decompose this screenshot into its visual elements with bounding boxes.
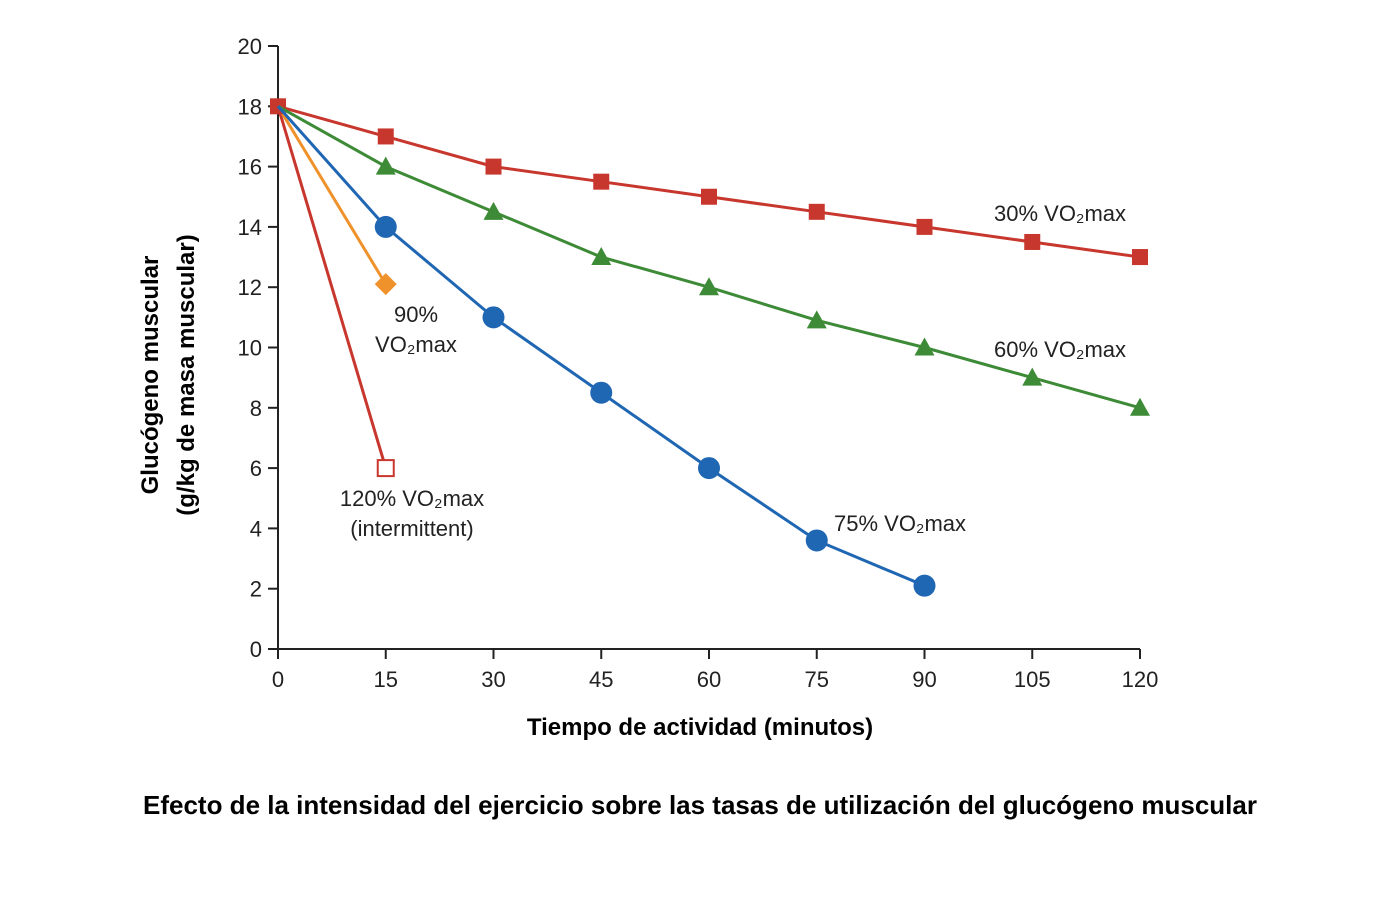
point-s75-1 (374, 215, 397, 238)
point-s60-8 (1130, 397, 1150, 416)
point-s30-3 (593, 173, 610, 190)
series-line-s90 (276, 105, 388, 285)
y-tick-label-8: 16 (238, 155, 262, 180)
series-label-s60-line-0: 60% VO₂max (994, 337, 1126, 362)
y-tick-label-2: 4 (250, 516, 262, 541)
point-s75-6 (913, 574, 936, 597)
point-s60-7 (1022, 367, 1043, 386)
series-s60 (277, 104, 1150, 416)
figure-caption: Efecto de la intensidad del ejercicio so… (143, 790, 1257, 820)
x-tick-label-7: 105 (1014, 667, 1051, 692)
point-s75-3 (590, 381, 613, 404)
series-s30 (270, 98, 1148, 266)
y-tick-label-0: 0 (250, 637, 262, 662)
point-s30-2 (485, 158, 502, 175)
point-s60-3 (591, 247, 612, 266)
y-tick-label-7: 14 (238, 215, 262, 240)
x-tick-label-5: 75 (805, 667, 829, 692)
series-label-s120: 120% VO₂max (intermittent) (340, 486, 484, 541)
point-s60-6 (914, 337, 935, 356)
point-s30-8 (1132, 249, 1148, 266)
point-s60-5 (806, 310, 827, 329)
point-s75-2 (482, 306, 505, 329)
y-axis-title: Glucógeno muscular (g/kg de masa muscula… (137, 234, 200, 515)
y-tick-label-1: 2 (250, 577, 262, 602)
point-s60-1 (375, 156, 396, 175)
chart: 0 2 4 6 8 10 12 14 16 18 20 0 15 30 45 60 75 90 105 120 30%… (137, 34, 1159, 741)
series-label-s30-line-0: 30% VO₂max (994, 201, 1126, 226)
point-s30-5 (808, 203, 825, 220)
y-tick-label-6: 12 (238, 275, 262, 300)
point-s30-4 (701, 188, 717, 205)
y-tick-label-10: 20 (238, 34, 262, 59)
series-label-s90: 90% VO₂max (375, 302, 457, 357)
series-label-s120-line-1: (intermittent) (350, 516, 473, 541)
series-label-s90-line-1: VO₂max (375, 332, 457, 357)
point-s90-1 (374, 273, 397, 296)
y-tick-label-5: 10 (238, 336, 262, 361)
point-s60-4 (699, 277, 719, 296)
series-line-s60 (277, 104, 1141, 410)
series-line-s120 (276, 105, 388, 469)
x-axis-title: Tiempo de actividad (minutos) (527, 714, 873, 741)
series-label-s90-line-0: 90% (394, 302, 438, 327)
series-label-s60: 60% VO₂max (994, 337, 1126, 362)
point-s30-1 (377, 128, 394, 145)
axes: 0 2 4 6 8 10 12 14 16 18 20 0 15 30 45 60 75 90 105 120 (238, 34, 1159, 692)
x-tick-label-1: 15 (374, 667, 398, 692)
y-tick-label-3: 6 (250, 456, 262, 481)
x-tick-label-4: 60 (697, 667, 721, 692)
series-line-s30 (277, 104, 1141, 259)
point-s30-6 (916, 218, 933, 235)
series-label-s75: 75% VO₂max (834, 511, 966, 536)
series-label-s120-line-0: 120% VO₂max (340, 486, 484, 511)
y-tick-label-4: 8 (250, 396, 262, 421)
point-s30-7 (1024, 233, 1041, 250)
series-s75 (276, 105, 936, 597)
x-tick-label-6: 90 (912, 667, 936, 692)
point-s75-5 (805, 529, 828, 552)
x-tick-label-2: 30 (481, 667, 505, 692)
series-s120 (276, 105, 395, 478)
series-s90 (276, 105, 397, 296)
series-layer (270, 98, 1150, 597)
series-label-s75-line-0: 75% VO₂max (834, 511, 966, 536)
series-labels: 30% VO₂max 60% VO₂max 75% VO₂max 90% VO₂max 1… (340, 201, 1126, 541)
series-label-s30: 30% VO₂max (994, 201, 1126, 226)
y-axis-title-line2: (g/kg de masa muscular) (173, 234, 200, 515)
y-axis-title-line1: Glucógeno muscular (137, 256, 164, 495)
point-s120-1 (376, 459, 395, 478)
x-tick-label-3: 45 (589, 667, 613, 692)
x-tick-label-0: 0 (272, 667, 284, 692)
x-tick-label-8: 120 (1122, 667, 1159, 692)
point-s75-4 (698, 457, 720, 480)
point-s60-2 (483, 201, 504, 220)
y-tick-label-9: 18 (238, 94, 262, 119)
